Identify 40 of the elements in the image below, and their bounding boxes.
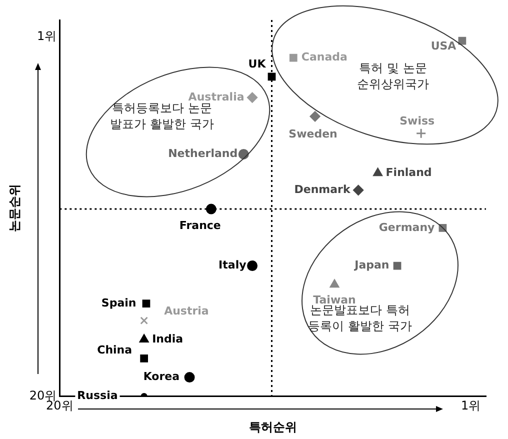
annotation: 특허 및 논문 순위상위국가	[357, 61, 429, 91]
x-axis-title: 특허순위	[248, 420, 297, 434]
series-label: UK	[248, 58, 266, 71]
series-label: Canada	[301, 50, 348, 64]
series-label: Swiss	[400, 114, 435, 128]
point	[289, 54, 298, 62]
series-label: France	[179, 218, 221, 232]
series-label: Spain	[101, 296, 136, 310]
series-label: Denmark	[294, 183, 351, 196]
point	[373, 168, 382, 176]
series-label: Italy	[218, 258, 246, 272]
series-label: India	[152, 332, 184, 346]
series-label: Australia	[188, 90, 244, 104]
annotation: 논문발표보다 특허 등록이 활발한 국가	[307, 303, 413, 334]
y-axis-title: 논문순위	[8, 184, 22, 232]
series-label: USA	[430, 40, 457, 53]
point	[353, 184, 364, 196]
point	[184, 372, 195, 383]
series-label: Japan	[354, 258, 390, 272]
point	[247, 260, 258, 272]
series-label: Korea	[143, 370, 180, 384]
point	[416, 128, 426, 139]
series-label: Germany	[378, 220, 435, 234]
point	[206, 204, 216, 214]
point	[247, 92, 258, 103]
point	[458, 36, 466, 45]
point	[139, 334, 149, 342]
series-label: Netherland	[168, 147, 238, 160]
text: Russia	[77, 389, 118, 402]
series-label: Sweden	[288, 127, 338, 140]
annotation: 특허등록보다 논문 발표가 활발한 국가	[109, 101, 215, 132]
series-label: China	[97, 343, 132, 356]
point	[393, 262, 402, 270]
point	[330, 279, 340, 288]
point	[140, 354, 148, 362]
point	[142, 300, 150, 308]
point	[310, 111, 320, 122]
point	[140, 316, 148, 325]
series-label: Austria	[164, 304, 209, 318]
series-label: Finland	[386, 166, 432, 179]
